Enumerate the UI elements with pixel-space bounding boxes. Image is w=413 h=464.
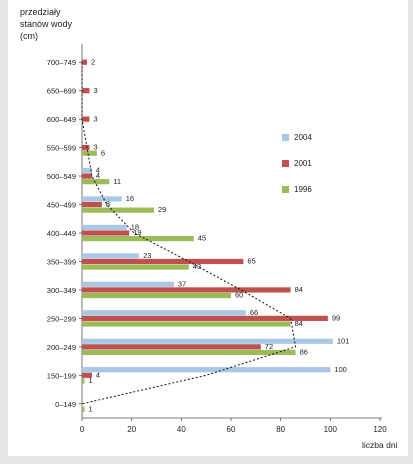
bar-2001 <box>82 59 87 65</box>
bar-2004 <box>82 224 127 230</box>
bar-2004 <box>82 367 331 373</box>
bar-2001 <box>82 201 102 208</box>
x-tick-label: 80 <box>276 425 285 434</box>
y-tick-label: 700–749 <box>47 58 76 67</box>
bar-1996 <box>82 292 231 299</box>
bar-value-label: 6 <box>101 148 105 157</box>
x-tick-label: 100 <box>324 425 338 434</box>
bar-1996 <box>82 349 296 356</box>
bar-value-label: 37 <box>178 279 186 288</box>
bar-value-label: 11 <box>113 177 121 186</box>
bar-2001 <box>82 88 90 94</box>
bar-value-label: 3 <box>93 86 97 95</box>
y-tick-label: 0–149 <box>55 400 76 409</box>
y-axis-title-line-2: stanów wody <box>20 19 73 29</box>
bar-value-label: 3 <box>93 114 97 123</box>
bar-2004 <box>82 281 174 287</box>
bar-value-label: 2 <box>91 57 95 66</box>
bar-value-label: 101 <box>337 336 350 345</box>
bar-value-label: 3 <box>93 143 97 152</box>
bar-value-label: 84 <box>295 319 303 328</box>
legend-label: 2001 <box>294 159 312 168</box>
bar-value-label: 29 <box>158 205 166 214</box>
legend-label: 1996 <box>294 185 312 194</box>
bar-1996 <box>82 207 155 213</box>
y-tick-label: 350–399 <box>47 257 76 266</box>
bar-value-label: 65 <box>247 257 255 266</box>
y-axis-title-line-3: (cm) <box>20 31 38 41</box>
x-tick-label: 0 <box>80 425 85 434</box>
x-axis-title: liczba dni <box>362 440 398 450</box>
bar-1996 <box>82 150 97 156</box>
x-tick-label: 40 <box>177 425 186 434</box>
legend-swatch-2004 <box>282 134 289 141</box>
y-tick-label: 150–199 <box>47 371 76 380</box>
legend-swatch-1996 <box>282 186 289 193</box>
bar-value-label: 4 <box>96 171 100 180</box>
bar-value-label: 1 <box>88 376 92 385</box>
bar-value-label: 19 <box>133 228 141 237</box>
y-tick-label: 550–599 <box>47 144 76 153</box>
y-tick-label: 500–549 <box>47 172 76 181</box>
bar-value-label: 4 <box>96 370 100 379</box>
bar-1996 <box>82 406 85 412</box>
y-tick-label: 600–649 <box>47 115 76 124</box>
bar-1996 <box>82 264 189 270</box>
x-tick-label: 60 <box>227 425 236 434</box>
trend-line <box>81 62 297 405</box>
y-axis-title: przedziały stanów wody (cm) <box>20 6 72 42</box>
bar-2004 <box>82 167 92 174</box>
bar-2001 <box>82 258 244 265</box>
bar-2001 <box>82 230 130 236</box>
bar-2004 <box>82 253 140 259</box>
bar-1996 <box>82 321 291 327</box>
bar-2004 <box>82 196 122 202</box>
y-axis-title-line-1: przedziały <box>20 7 61 17</box>
bar-value-label: 45 <box>198 234 206 243</box>
bar-value-label: 18 <box>131 223 139 232</box>
legend-label: 2004 <box>294 133 312 142</box>
bar-2001 <box>82 372 92 378</box>
bar-2004 <box>82 310 246 316</box>
bar-value-label: 1 <box>88 404 92 413</box>
x-tick-label: 120 <box>373 425 387 434</box>
bar-2001 <box>82 116 90 122</box>
bar-value-label: 86 <box>300 348 308 357</box>
y-tick-label: 450–499 <box>47 201 76 210</box>
bar-1996 <box>82 236 194 242</box>
y-tick-label: 250–299 <box>47 314 76 323</box>
bar-value-label: 60 <box>235 291 243 300</box>
bar-2001 <box>82 315 328 321</box>
bar-value-label: 72 <box>265 342 273 351</box>
bar-value-label: 100 <box>334 365 347 374</box>
bar-value-label: 4 <box>96 166 100 175</box>
bar-1996 <box>82 378 85 384</box>
bar-value-label: 23 <box>143 251 151 260</box>
bar-2001 <box>82 173 92 179</box>
y-tick-label: 300–349 <box>47 286 76 295</box>
bar-value-label: 16 <box>126 194 134 203</box>
bar-2004 <box>82 338 333 344</box>
x-tick-label: 20 <box>127 425 136 434</box>
bar-2001 <box>82 287 291 293</box>
bar-value-label: 66 <box>250 308 258 317</box>
bar-2001 <box>82 145 90 151</box>
legend-swatch-2001 <box>282 160 289 167</box>
chart-card: przedziały stanów wody (cm) liczba dni 0… <box>8 0 408 456</box>
y-tick-label: 200–249 <box>47 343 76 352</box>
bar-value-label: 43 <box>193 262 201 271</box>
bar-2001 <box>82 344 261 350</box>
bar-value-label: 8 <box>106 200 110 209</box>
bar-value-label: 99 <box>332 313 340 322</box>
bar-value-label: 84 <box>295 285 303 294</box>
y-tick-label: 400–449 <box>47 229 76 238</box>
y-tick-label: 650–699 <box>47 87 76 96</box>
bar-1996 <box>82 179 110 185</box>
